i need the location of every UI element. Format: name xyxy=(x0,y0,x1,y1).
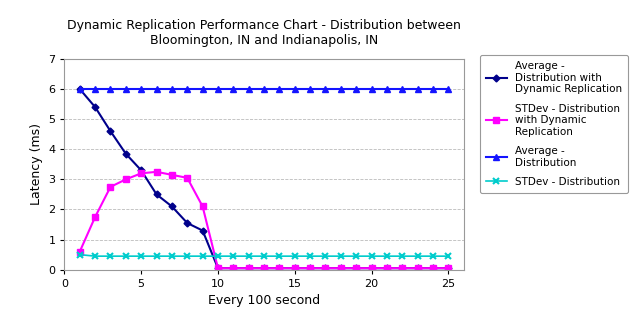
Text: Dynamic Replication Performance Chart - Distribution between
Bloomington, IN and: Dynamic Replication Performance Chart - … xyxy=(67,19,461,46)
X-axis label: Every 100 second: Every 100 second xyxy=(208,294,320,307)
Y-axis label: Latency (ms): Latency (ms) xyxy=(30,123,43,205)
Legend: Average -
Distribution with
Dynamic Replication, STDev - Distribution
with Dynam: Average - Distribution with Dynamic Repl… xyxy=(480,55,629,193)
